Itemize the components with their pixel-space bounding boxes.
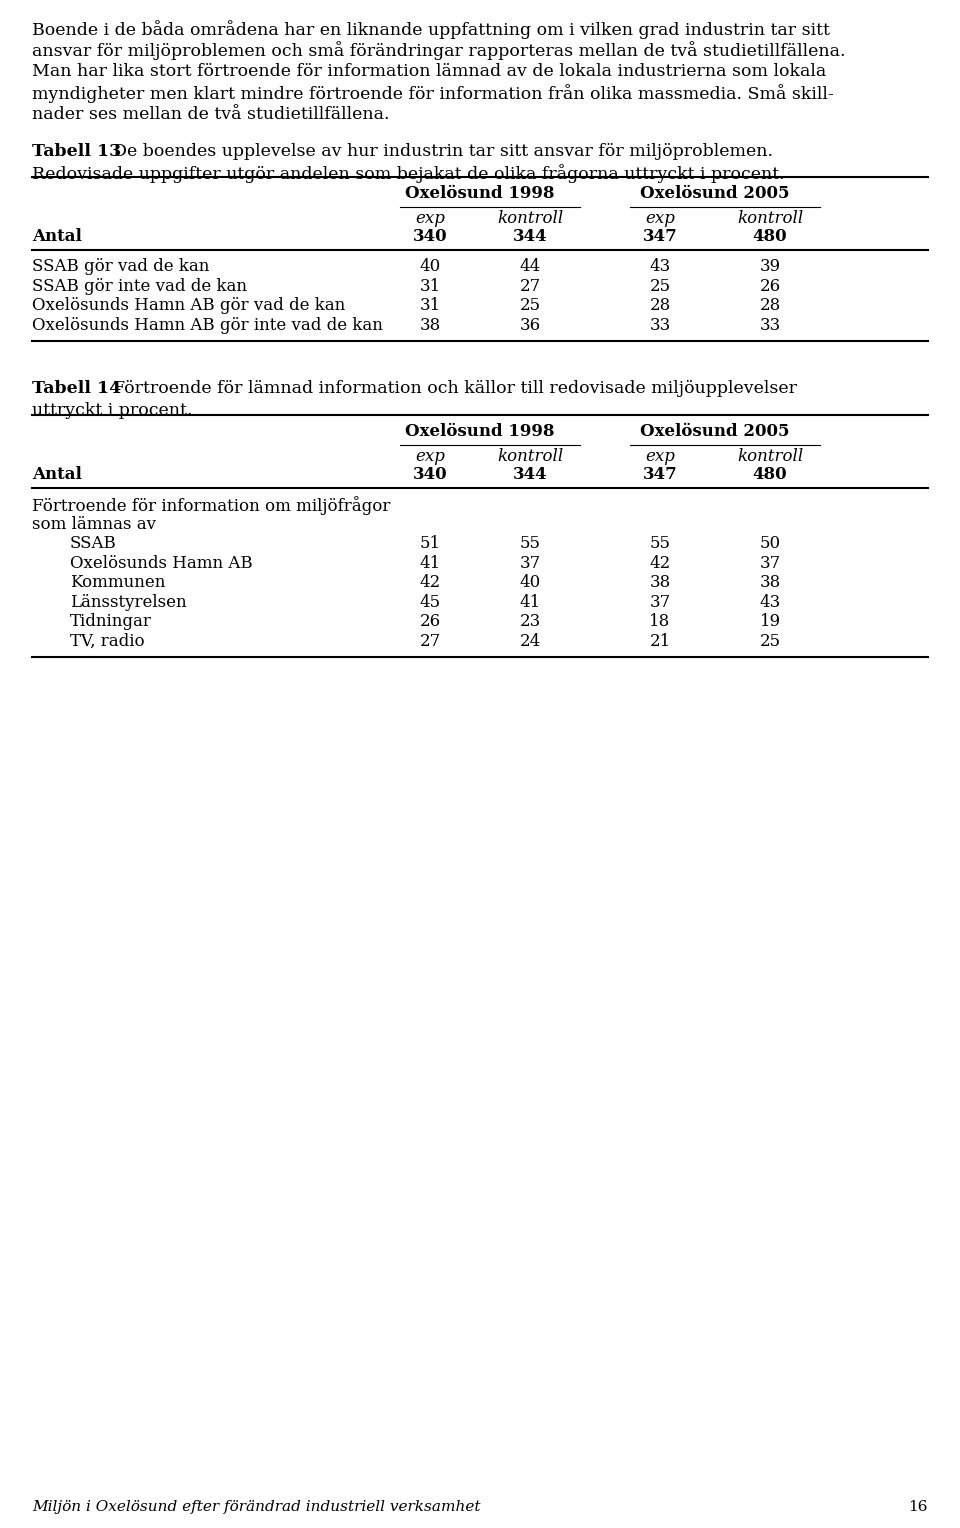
Text: 45: 45 bbox=[420, 593, 441, 611]
Text: Oxelösunds Hamn AB gör vad de kan: Oxelösunds Hamn AB gör vad de kan bbox=[32, 298, 346, 315]
Text: myndigheter men klart mindre förtroende för information från olika massmedia. Sm: myndigheter men klart mindre förtroende … bbox=[32, 84, 833, 104]
Text: 37: 37 bbox=[649, 593, 671, 611]
Text: exp: exp bbox=[415, 211, 444, 228]
Text: 38: 38 bbox=[759, 575, 780, 591]
Text: kontroll: kontroll bbox=[737, 448, 804, 465]
Text: nader ses mellan de två studietillfällena.: nader ses mellan de två studietillfällen… bbox=[32, 105, 390, 122]
Text: exp: exp bbox=[415, 448, 444, 465]
Text: exp: exp bbox=[645, 448, 675, 465]
Text: . Förtroende för lämnad information och källor till redovisade miljöupplevelser: . Förtroende för lämnad information och … bbox=[102, 380, 797, 397]
Text: Oxelösunds Hamn AB gör inte vad de kan: Oxelösunds Hamn AB gör inte vad de kan bbox=[32, 316, 383, 335]
Text: 42: 42 bbox=[420, 575, 441, 591]
Text: Boende i de båda områdena har en liknande uppfattning om i vilken grad industrin: Boende i de båda områdena har en liknand… bbox=[32, 20, 829, 38]
Text: 480: 480 bbox=[753, 228, 787, 244]
Text: 41: 41 bbox=[420, 555, 441, 571]
Text: 25: 25 bbox=[649, 278, 671, 295]
Text: Oxelösund 2005: Oxelösund 2005 bbox=[640, 423, 790, 440]
Text: SSAB gör vad de kan: SSAB gör vad de kan bbox=[32, 258, 209, 275]
Text: Tabell 13: Tabell 13 bbox=[32, 142, 121, 159]
Text: 50: 50 bbox=[759, 535, 780, 552]
Text: 43: 43 bbox=[649, 258, 671, 275]
Text: TV, radio: TV, radio bbox=[70, 633, 145, 649]
Text: 480: 480 bbox=[753, 466, 787, 483]
Text: Oxelösund 1998: Oxelösund 1998 bbox=[405, 185, 555, 202]
Text: 43: 43 bbox=[759, 593, 780, 611]
Text: 340: 340 bbox=[413, 228, 447, 244]
Text: 27: 27 bbox=[519, 278, 540, 295]
Text: 26: 26 bbox=[759, 278, 780, 295]
Text: 55: 55 bbox=[519, 535, 540, 552]
Text: 28: 28 bbox=[649, 298, 671, 315]
Text: 37: 37 bbox=[759, 555, 780, 571]
Text: 51: 51 bbox=[420, 535, 441, 552]
Text: 347: 347 bbox=[642, 466, 678, 483]
Text: 38: 38 bbox=[649, 575, 671, 591]
Text: 31: 31 bbox=[420, 298, 441, 315]
Text: uttryckt i procent.: uttryckt i procent. bbox=[32, 402, 192, 419]
Text: kontroll: kontroll bbox=[737, 211, 804, 228]
Text: 16: 16 bbox=[908, 1500, 928, 1514]
Text: 36: 36 bbox=[519, 316, 540, 335]
Text: Man har lika stort förtroende för information lämnad av de lokala industrierna s: Man har lika stort förtroende för inform… bbox=[32, 63, 827, 79]
Text: Tabell 14: Tabell 14 bbox=[32, 380, 121, 397]
Text: 26: 26 bbox=[420, 613, 441, 630]
Text: kontroll: kontroll bbox=[497, 448, 564, 465]
Text: 40: 40 bbox=[519, 575, 540, 591]
Text: 41: 41 bbox=[519, 593, 540, 611]
Text: Tidningar: Tidningar bbox=[70, 613, 152, 630]
Text: 40: 40 bbox=[420, 258, 441, 275]
Text: SSAB: SSAB bbox=[70, 535, 117, 552]
Text: Antal: Antal bbox=[32, 228, 82, 244]
Text: 31: 31 bbox=[420, 278, 441, 295]
Text: 18: 18 bbox=[649, 613, 671, 630]
Text: 33: 33 bbox=[649, 316, 671, 335]
Text: Redovisade uppgifter utgör andelen som bejakat de olika frågorna uttryckt i proc: Redovisade uppgifter utgör andelen som b… bbox=[32, 163, 784, 183]
Text: 33: 33 bbox=[759, 316, 780, 335]
Text: Oxelösund 2005: Oxelösund 2005 bbox=[640, 185, 790, 202]
Text: Oxelösund 1998: Oxelösund 1998 bbox=[405, 423, 555, 440]
Text: 42: 42 bbox=[649, 555, 671, 571]
Text: 55: 55 bbox=[650, 535, 670, 552]
Text: 39: 39 bbox=[759, 258, 780, 275]
Text: Miljön i Oxelösund efter förändrad industriell verksamhet: Miljön i Oxelösund efter förändrad indus… bbox=[32, 1500, 481, 1514]
Text: Antal: Antal bbox=[32, 466, 82, 483]
Text: 340: 340 bbox=[413, 466, 447, 483]
Text: SSAB gör inte vad de kan: SSAB gör inte vad de kan bbox=[32, 278, 247, 295]
Text: 37: 37 bbox=[519, 555, 540, 571]
Text: 25: 25 bbox=[759, 633, 780, 649]
Text: . De boendes upplevelse av hur industrin tar sitt ansvar för miljöproblemen.: . De boendes upplevelse av hur industrin… bbox=[102, 142, 773, 159]
Text: Oxelösunds Hamn AB: Oxelösunds Hamn AB bbox=[70, 555, 252, 571]
Text: Förtroende för information om miljöfrågor: Förtroende för information om miljöfrågo… bbox=[32, 497, 391, 515]
Text: kontroll: kontroll bbox=[497, 211, 564, 228]
Text: 21: 21 bbox=[649, 633, 671, 649]
Text: 347: 347 bbox=[642, 228, 678, 244]
Text: 24: 24 bbox=[519, 633, 540, 649]
Text: Kommunen: Kommunen bbox=[70, 575, 165, 591]
Text: 23: 23 bbox=[519, 613, 540, 630]
Text: exp: exp bbox=[645, 211, 675, 228]
Text: 28: 28 bbox=[759, 298, 780, 315]
Text: som lämnas av: som lämnas av bbox=[32, 515, 156, 533]
Text: ansvar för miljöproblemen och små förändringar rapporteras mellan de två studiet: ansvar för miljöproblemen och små föränd… bbox=[32, 41, 846, 61]
Text: 38: 38 bbox=[420, 316, 441, 335]
Text: 19: 19 bbox=[759, 613, 780, 630]
Text: Länsstyrelsen: Länsstyrelsen bbox=[70, 593, 186, 611]
Text: 27: 27 bbox=[420, 633, 441, 649]
Text: 344: 344 bbox=[513, 466, 547, 483]
Text: 25: 25 bbox=[519, 298, 540, 315]
Text: 44: 44 bbox=[519, 258, 540, 275]
Text: 344: 344 bbox=[513, 228, 547, 244]
